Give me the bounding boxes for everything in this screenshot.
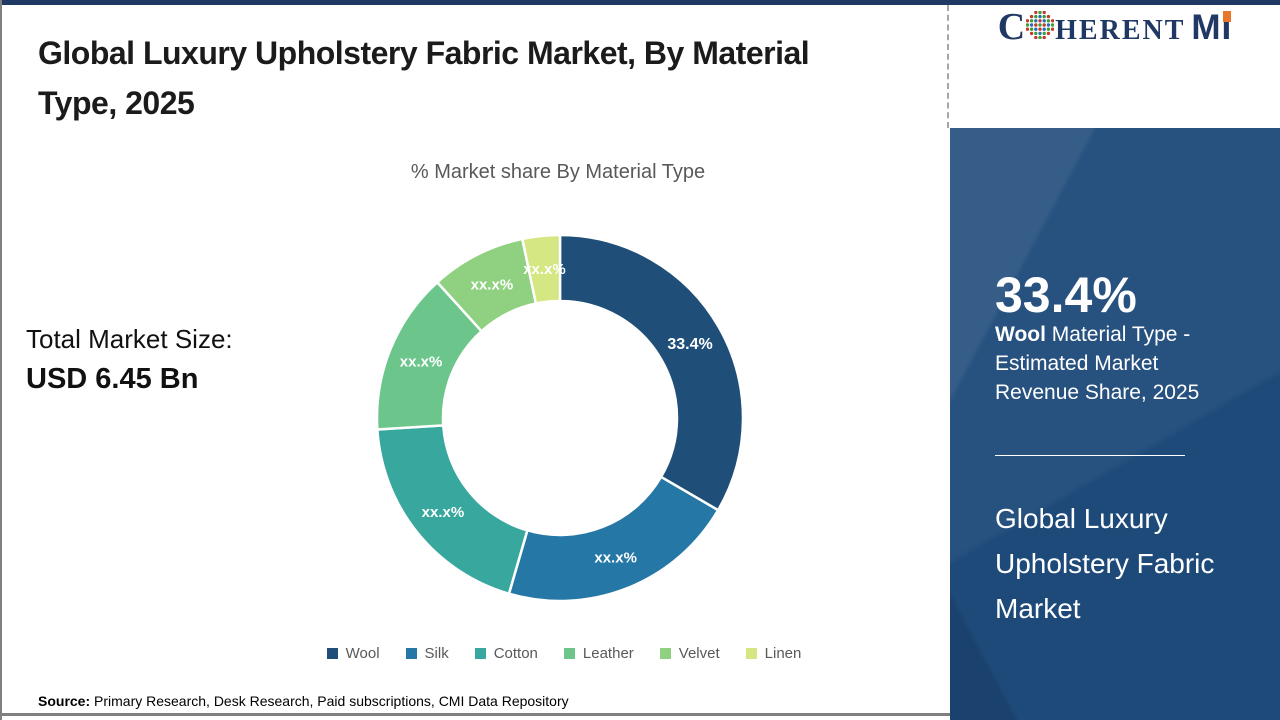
sidebar-divider <box>995 455 1185 456</box>
legend-item-velvet: Velvet <box>659 645 720 662</box>
logo-globe-icon <box>1026 11 1055 39</box>
source-text: Primary Research, Desk Research, Paid su… <box>90 693 569 709</box>
logo-i-accent-mark <box>1223 11 1232 22</box>
globe-dot <box>1046 19 1051 23</box>
globe-dot <box>1042 23 1047 27</box>
slice-label-cotton: xx.x% <box>422 504 465 521</box>
globe-dot <box>1030 27 1034 31</box>
legend-swatch-velvet <box>659 648 671 659</box>
logo-letters-mi: MI <box>1191 8 1232 48</box>
legend-item-leather: Leather <box>563 645 634 662</box>
total-market-size: Total Market Size: USD 6.45 Bn <box>26 324 233 396</box>
dashed-separator <box>947 5 949 128</box>
legend-label-wool: Wool <box>345 645 380 662</box>
slice-label-linen: xx.x% <box>523 261 566 278</box>
globe-dot <box>1038 19 1042 23</box>
globe-dot <box>1030 14 1034 19</box>
globe-dot <box>1030 31 1034 36</box>
legend-swatch-wool <box>326 648 338 659</box>
top-accent-bar <box>0 0 1280 5</box>
source-note: Source: Primary Research, Desk Research,… <box>38 693 569 709</box>
globe-dot <box>1042 11 1047 15</box>
globe-dot <box>1038 14 1042 19</box>
legend-swatch-cotton <box>474 648 486 659</box>
globe-dot <box>1034 35 1038 39</box>
stat-description-rest: Material Type - Estimated Market Revenue… <box>995 323 1200 404</box>
stat-description-bold: Wool <box>995 323 1046 346</box>
total-market-label: Total Market Size: <box>26 324 233 354</box>
legend-item-silk: Silk <box>405 645 449 662</box>
stat-value: 33.4% <box>995 267 1137 323</box>
globe-dot <box>1026 19 1030 23</box>
legend-label-silk: Silk <box>424 645 449 662</box>
legend-swatch-linen <box>745 648 757 659</box>
globe-dot <box>1034 14 1038 19</box>
globe-dot <box>1026 23 1030 27</box>
legend-item-cotton: Cotton <box>474 645 538 662</box>
legend-swatch-silk <box>405 648 417 659</box>
legend-label-linen: Linen <box>764 645 802 662</box>
slice-label-silk: xx.x% <box>594 550 637 567</box>
legend-label-leather: Leather <box>582 645 634 662</box>
donut-slice-wool <box>558 233 745 512</box>
logo-letters-herent: HERENT <box>1055 15 1186 46</box>
sidebar-panel: 33.4% Wool Material Type - Estimated Mar… <box>950 128 1280 720</box>
globe-dot <box>1034 23 1038 27</box>
globe-dot <box>1034 31 1038 36</box>
globe-dot <box>1034 27 1038 31</box>
globe-dot <box>1034 11 1038 15</box>
legend-label-cotton: Cotton <box>493 645 538 662</box>
donut-chart: 33.4% xx.x% xx.x% xx.x% xx.x% xx.x% <box>375 233 745 603</box>
left-frame-border <box>0 0 2 720</box>
chart-legend: Wool Silk Cotton Leather Velvet Linen <box>264 645 864 662</box>
slice-label-velvet: xx.x% <box>471 277 514 294</box>
globe-dot <box>1042 19 1047 23</box>
globe-dot <box>1042 27 1047 31</box>
globe-dot <box>1046 27 1051 31</box>
total-market-value: USD 6.45 Bn <box>26 363 199 395</box>
sidebar-market-name: Global Luxury Upholstery Fabric Market <box>995 503 1215 624</box>
donut-slice-linen <box>521 233 562 305</box>
legend-item-linen: Linen <box>745 645 802 662</box>
globe-dot <box>1051 19 1055 23</box>
globe-dot <box>1026 27 1030 31</box>
globe-dot <box>1038 11 1042 15</box>
globe-dot <box>1034 19 1038 23</box>
source-label: Source: <box>38 693 91 709</box>
globe-dot <box>1051 27 1055 31</box>
legend-label-velvet: Velvet <box>678 645 720 662</box>
globe-dot <box>1030 19 1034 23</box>
globe-dot <box>1042 35 1047 39</box>
page-title: Global Luxury Upholstery Fabric Market, … <box>38 35 810 121</box>
globe-dot <box>1030 23 1034 27</box>
coherentmi-logo: C HERENT MI <box>950 5 1280 128</box>
chart-subtitle: % Market share By Material Type <box>410 161 706 183</box>
globe-dot <box>1038 31 1042 36</box>
logo-letter-c: C <box>997 6 1026 48</box>
globe-dot <box>1042 31 1047 36</box>
globe-dot <box>1046 23 1051 27</box>
legend-item-wool: Wool <box>326 645 380 662</box>
globe-dot <box>1046 14 1051 19</box>
globe-dot <box>1038 27 1042 31</box>
donut-slice-silk <box>507 475 720 603</box>
globe-dot <box>1038 23 1042 27</box>
slice-label-leather: xx.x% <box>400 354 443 371</box>
legend-swatch-leather <box>563 648 575 659</box>
globe-dot <box>1038 35 1042 39</box>
stat-description: Wool Material Type - Estimated Market Re… <box>995 320 1220 407</box>
globe-dot <box>1042 14 1047 19</box>
bottom-frame-border <box>0 713 952 716</box>
slice-label-wool: 33.4% <box>667 336 712 353</box>
globe-dot <box>1051 23 1055 27</box>
globe-dot <box>1046 31 1051 36</box>
